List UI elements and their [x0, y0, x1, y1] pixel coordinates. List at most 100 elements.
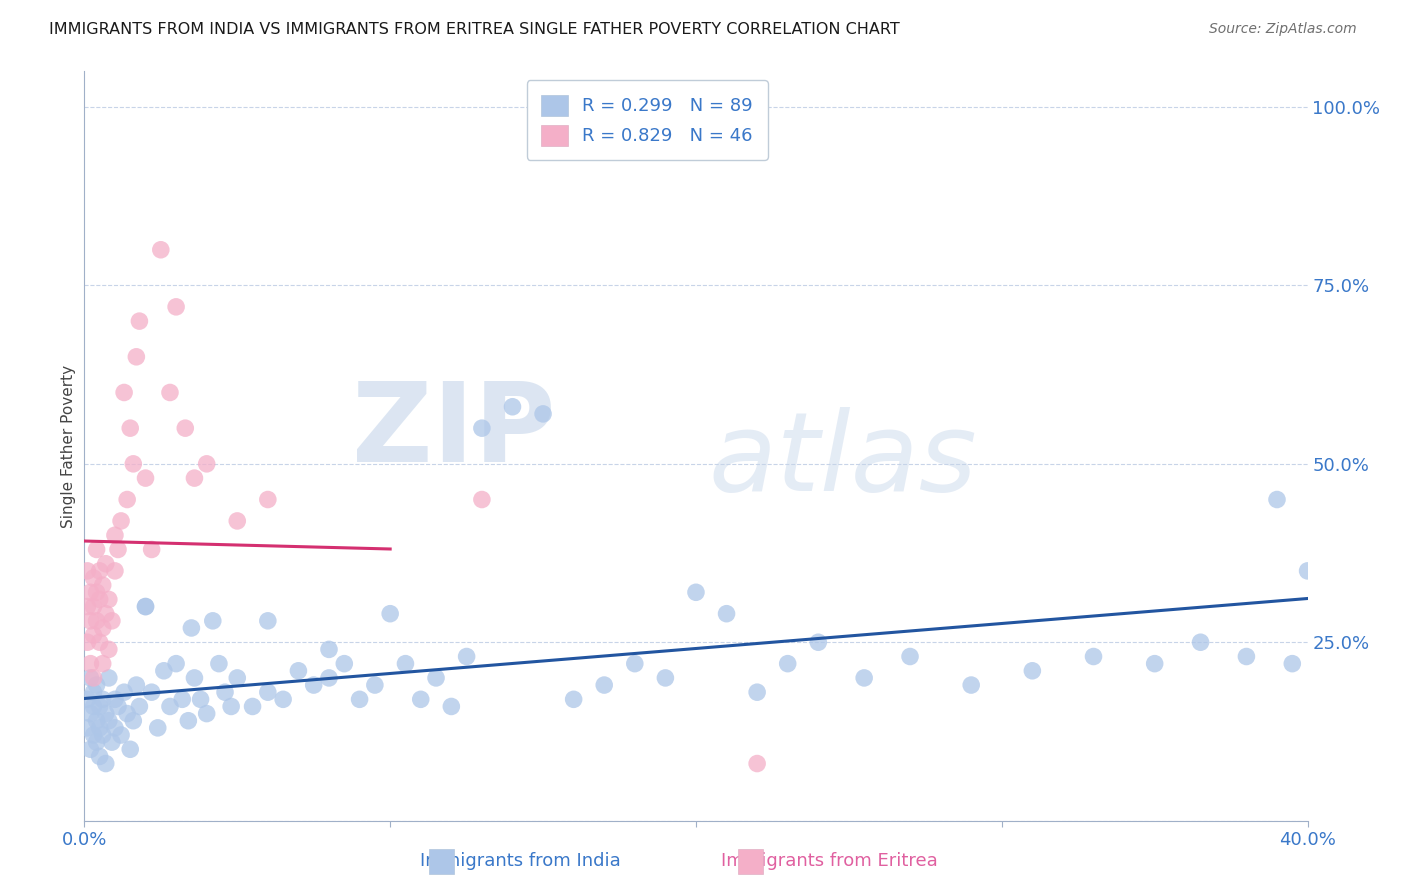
- Text: Immigrants from India: Immigrants from India: [420, 852, 620, 870]
- Point: [125, 350, 148, 364]
- Point: [471, 421, 494, 435]
- Point: [747, 756, 769, 771]
- Point: [716, 607, 738, 621]
- Point: [135, 599, 157, 614]
- Point: [122, 714, 145, 728]
- Point: [91, 728, 114, 742]
- Point: [125, 678, 148, 692]
- Point: [141, 685, 163, 699]
- Point: [807, 635, 830, 649]
- Point: [593, 678, 616, 692]
- Point: [83, 728, 105, 742]
- Point: [853, 671, 876, 685]
- Point: [190, 692, 212, 706]
- Point: [91, 621, 114, 635]
- Point: [135, 471, 157, 485]
- Point: [562, 692, 585, 706]
- Point: [183, 671, 205, 685]
- Point: [172, 692, 194, 706]
- Text: Source: ZipAtlas.com: Source: ZipAtlas.com: [1209, 22, 1357, 37]
- Point: [115, 492, 138, 507]
- Point: [115, 706, 138, 721]
- Point: [89, 564, 111, 578]
- Point: [409, 692, 432, 706]
- Point: [83, 699, 105, 714]
- Point: [97, 714, 120, 728]
- Point: [94, 706, 117, 721]
- Text: atlas: atlas: [709, 408, 977, 515]
- Point: [101, 735, 124, 749]
- Point: [776, 657, 799, 671]
- Point: [177, 714, 200, 728]
- Point: [201, 614, 224, 628]
- Point: [242, 699, 264, 714]
- Point: [898, 649, 921, 664]
- Point: [110, 728, 132, 742]
- Point: [135, 599, 157, 614]
- Point: [104, 721, 127, 735]
- Point: [91, 578, 114, 592]
- Point: [112, 685, 135, 699]
- Point: [76, 692, 98, 706]
- Point: [271, 692, 294, 706]
- Point: [960, 678, 983, 692]
- Point: [165, 300, 187, 314]
- Point: [76, 564, 98, 578]
- Point: [349, 692, 371, 706]
- Point: [89, 699, 111, 714]
- Point: [128, 314, 150, 328]
- Point: [91, 692, 114, 706]
- Point: [94, 756, 117, 771]
- Point: [97, 592, 120, 607]
- Point: [1296, 564, 1319, 578]
- Point: [208, 657, 231, 671]
- Point: [104, 692, 127, 706]
- Point: [257, 614, 280, 628]
- Point: [1083, 649, 1105, 664]
- Point: [364, 678, 387, 692]
- Point: [79, 742, 101, 756]
- Point: [219, 699, 242, 714]
- Point: [195, 457, 218, 471]
- Point: [1021, 664, 1043, 678]
- Point: [89, 592, 111, 607]
- Point: [97, 642, 120, 657]
- Point: [107, 699, 129, 714]
- Point: [79, 585, 101, 599]
- Point: [76, 635, 98, 649]
- Point: [86, 678, 108, 692]
- Point: [183, 471, 205, 485]
- Point: [1189, 635, 1212, 649]
- Point: [76, 599, 98, 614]
- Point: [101, 614, 124, 628]
- Text: Immigrants from Eritrea: Immigrants from Eritrea: [721, 852, 938, 870]
- Point: [76, 721, 98, 735]
- Point: [174, 421, 197, 435]
- Point: [159, 385, 181, 400]
- Point: [685, 585, 707, 599]
- Point: [159, 699, 181, 714]
- Point: [654, 671, 676, 685]
- Point: [104, 564, 127, 578]
- Point: [86, 714, 108, 728]
- Point: [83, 628, 105, 642]
- Point: [1236, 649, 1258, 664]
- Point: [333, 657, 356, 671]
- Point: [83, 571, 105, 585]
- Point: [107, 542, 129, 557]
- Point: [394, 657, 416, 671]
- Point: [531, 407, 554, 421]
- Point: [257, 685, 280, 699]
- Point: [1281, 657, 1303, 671]
- Text: IMMIGRANTS FROM INDIA VS IMMIGRANTS FROM ERITREA SINGLE FATHER POVERTY CORRELATI: IMMIGRANTS FROM INDIA VS IMMIGRANTS FROM…: [49, 22, 900, 37]
- Point: [287, 664, 309, 678]
- Point: [214, 685, 236, 699]
- Point: [226, 671, 249, 685]
- Point: [747, 685, 769, 699]
- Point: [502, 400, 524, 414]
- Point: [165, 657, 187, 671]
- Point: [79, 706, 101, 721]
- Point: [120, 421, 142, 435]
- Point: [79, 657, 101, 671]
- Point: [94, 557, 117, 571]
